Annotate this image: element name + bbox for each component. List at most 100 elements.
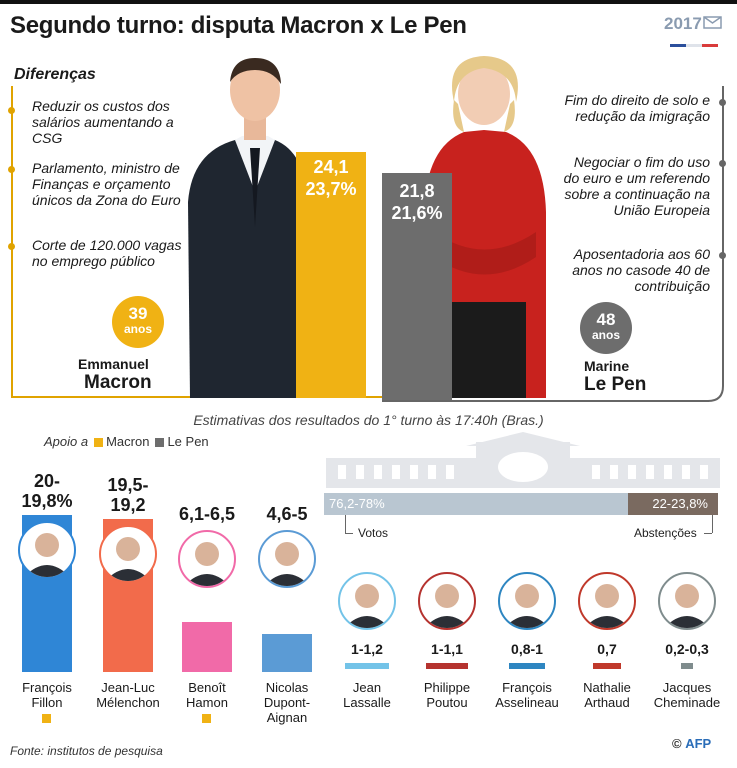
- candidate-bar-franois-fillon: [22, 514, 72, 672]
- afp-logo-text: AFP: [685, 736, 712, 751]
- macron-estimate-pct: 23,7%: [305, 179, 357, 199]
- logo-year: 2017: [664, 14, 702, 33]
- candidate-bar-jean-lassalle: [345, 663, 389, 669]
- candidate-name-jean-lassalle: Jean: [352, 680, 382, 695]
- votes-leader-line: [345, 515, 346, 533]
- macron-estimate-bar: [296, 152, 366, 398]
- candidate-name-franois-fillon: Fillon: [31, 695, 63, 710]
- candidate-bar-nicolas-dupont--aignan: [262, 634, 312, 672]
- estimate-caption: Estimativas dos resultados do 1° turno à…: [193, 412, 544, 428]
- votes-label: Votos: [358, 526, 389, 540]
- candidate-name-franois-asselineau: Asselineau: [495, 695, 559, 710]
- macron-age-unit: anos: [123, 322, 152, 336]
- candidate-portrait-jean-lassalle: [338, 572, 396, 630]
- lepen-age-badge: 48 anos: [580, 302, 632, 354]
- votes-share-fill: [324, 493, 628, 515]
- candidate-value-franois-fillon: 19,8%: [21, 490, 73, 511]
- turnout-bar: 76,2-78% 22-23,8%: [324, 493, 718, 515]
- candidate-supports-macron-franois-fillon: [42, 714, 51, 723]
- candidate-value-jean-lassalle: 1-1,2: [351, 641, 383, 657]
- lepen-last-name: Le Pen: [584, 374, 647, 395]
- legend-lepen-swatch: [155, 438, 165, 447]
- abstention-leader-line: [712, 515, 713, 533]
- candidate-value-jean-luc-mlenchon: 19,2: [110, 495, 146, 516]
- candidate-value-nicolas-dupont--aignan: 4,6-5: [266, 504, 308, 524]
- candidate-name-benot-hamon: Hamon: [186, 695, 228, 710]
- candidate-name-philippe-poutou: Poutou: [426, 695, 468, 710]
- elysee-palace-illustration: [326, 432, 720, 488]
- candidate-name-nathalie-arthaud: Arthaud: [584, 695, 630, 710]
- proposal-bullet: [719, 160, 726, 167]
- proposal-bullet: [719, 99, 726, 106]
- candidate-name-jacques-cheminade: Jacques: [662, 680, 712, 695]
- candidate-portrait-jean-luc-mlenchon: [99, 525, 157, 584]
- lepen-age-unit: anos: [591, 328, 620, 342]
- source-note: Fonte: institutos de pesquisa: [10, 744, 163, 758]
- candidate-name-philippe-poutou: Philippe: [423, 680, 471, 695]
- candidate-name-nicolas-dupont--aignan: Nicolas: [265, 680, 309, 695]
- lepen-estimate-pct: 21,6%: [391, 203, 443, 223]
- macron-last-name: Macron: [84, 372, 152, 393]
- votes-value: 76,2-78%: [329, 496, 385, 511]
- proposal-bullet: [719, 252, 726, 259]
- candidate-value-jean-luc-mlenchon: 19,5-: [107, 475, 149, 496]
- top-rule: [0, 0, 737, 4]
- candidate-value-franois-fillon: 20-: [33, 470, 60, 491]
- candidate-name-benot-hamon: Benoît: [188, 680, 226, 695]
- lepen-age-number: 48: [596, 310, 616, 329]
- abstention-leader-tick: [704, 533, 712, 534]
- abstention-label: Abstenções: [634, 526, 697, 540]
- candidate-portrait-benot-hamon: [178, 530, 236, 588]
- candidate-bar-nathalie-arthaud: [593, 663, 621, 669]
- macron-frame-vertical: [11, 86, 13, 398]
- lepen-proposal-1: Fim do direito de solo e redução da imig…: [564, 92, 710, 124]
- election-logo: 2017: [664, 12, 728, 47]
- support-legend: Apoio a Macron Le Pen: [44, 434, 209, 449]
- candidate-value-franois-asselineau: 0,8-1: [511, 641, 543, 657]
- credit-prefix: ©: [672, 736, 682, 751]
- lepen-photo: [424, 56, 546, 398]
- candidate-name-jean-lassalle: Lassalle: [343, 695, 391, 710]
- candidate-bar-philippe-poutou: [426, 663, 468, 669]
- macron-age-badge: 39 anos: [112, 296, 164, 348]
- tricolor-flag: [670, 34, 720, 47]
- lepen-estimate-bar: [382, 173, 452, 400]
- candidate-bar-benot-hamon: [182, 622, 232, 672]
- macron-estimate-value: 24,1: [313, 157, 349, 177]
- afp-credit: © AFP: [672, 736, 711, 751]
- ballot-envelope-icon: [703, 16, 722, 29]
- macron-proposal-3: Corte de 120.000 vagas no emprego públic…: [32, 237, 182, 269]
- legend-prefix: Apoio a: [44, 434, 89, 449]
- lepen-frame-bottom: [382, 400, 709, 402]
- candidate-name-jean-luc-mlenchon: Jean-Luc: [101, 680, 155, 695]
- candidate-portrait-franois-fillon: [18, 520, 76, 579]
- proposal-bullet: [8, 107, 15, 114]
- macron-photo: [188, 58, 308, 398]
- proposal-bullet: [8, 243, 15, 250]
- candidate-name-jacques-cheminade: Cheminade: [653, 695, 721, 710]
- candidate-name-franois-asselineau: François: [502, 680, 552, 695]
- candidate-portrait-franois-asselineau: [498, 572, 556, 630]
- proposal-bullet: [8, 166, 15, 173]
- candidate-value-benot-hamon: 6,1-6,5: [178, 504, 236, 524]
- candidate-name-nicolas-dupont--aignan: Dupont-: [263, 695, 311, 710]
- candidate-value-philippe-poutou: 1-1,1: [431, 641, 463, 657]
- legend-macron-label: Macron: [106, 434, 150, 449]
- page-title: Segundo turno: disputa Macron x Le Pen: [10, 12, 467, 39]
- lepen-estimate-value: 21,8: [399, 181, 435, 201]
- macron-proposal-1: Reduzir os custos dos salários aumentand…: [32, 98, 174, 146]
- macron-first-name: Emmanuel: [78, 356, 149, 372]
- candidate-value-jacques-cheminade: 0,2-0,3: [665, 641, 709, 657]
- votes-leader-tick: [345, 533, 353, 534]
- candidate-value-nathalie-arthaud: 0,7: [597, 641, 617, 657]
- differences-heading: Diferenças: [14, 66, 96, 83]
- macron-age-number: 39: [128, 304, 148, 323]
- candidate-portrait-nathalie-arthaud: [578, 572, 636, 630]
- legend-lepen-label: Le Pen: [167, 434, 209, 449]
- candidate-portrait-philippe-poutou: [418, 572, 476, 630]
- candidate-supports-macron-benot-hamon: [202, 714, 211, 723]
- lepen-proposal-2: Negociar o fim do uso do euro e um refer…: [563, 154, 710, 218]
- candidate-bar-jean-luc-mlenchon: [103, 519, 153, 672]
- abstention-value: 22-23,8%: [652, 496, 708, 511]
- candidate-name-nicolas-dupont--aignan: Aignan: [266, 710, 308, 725]
